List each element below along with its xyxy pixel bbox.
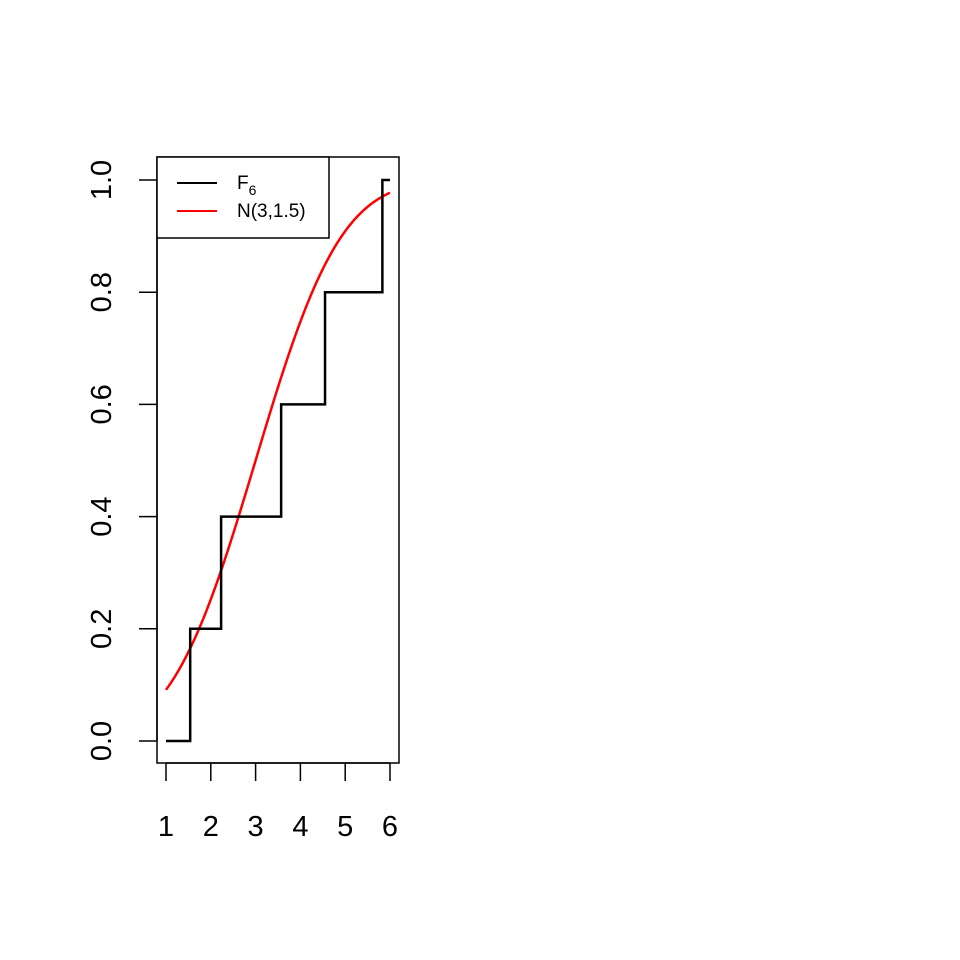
y-tick-label: 0.8 bbox=[86, 272, 118, 312]
legend: F6 N(3,1.5) bbox=[156, 156, 330, 239]
y-tick-label: 0.4 bbox=[86, 496, 118, 536]
x-tick-label: 1 bbox=[158, 811, 174, 843]
plot-frame bbox=[156, 156, 400, 764]
legend-label-ecdf: F6 bbox=[237, 173, 257, 198]
legend-label-normal: N(3,1.5) bbox=[237, 201, 306, 222]
y-tick-label: 0.0 bbox=[86, 721, 118, 761]
legend-label-ecdf-sub: 6 bbox=[249, 182, 257, 198]
legend-box bbox=[156, 156, 330, 239]
ecdf-step-line bbox=[166, 178, 390, 743]
normal-cdf-line bbox=[164, 191, 391, 691]
x-tick-label: 6 bbox=[382, 811, 398, 843]
y-tick-label: 1.0 bbox=[86, 160, 118, 200]
x-tick-label: 4 bbox=[292, 811, 308, 843]
legend-label-ecdf-main: F bbox=[237, 173, 249, 194]
y-tick-label: 0.2 bbox=[86, 609, 118, 649]
y-tick-label: 0.6 bbox=[86, 384, 118, 424]
y-axis: 0.0 0.2 0.4 0.6 0.8 1.0 bbox=[86, 160, 158, 761]
x-tick-label: 5 bbox=[337, 811, 353, 843]
x-tick-label: 3 bbox=[248, 811, 264, 843]
x-tick-label: 2 bbox=[203, 811, 219, 843]
series-layer bbox=[164, 178, 391, 743]
